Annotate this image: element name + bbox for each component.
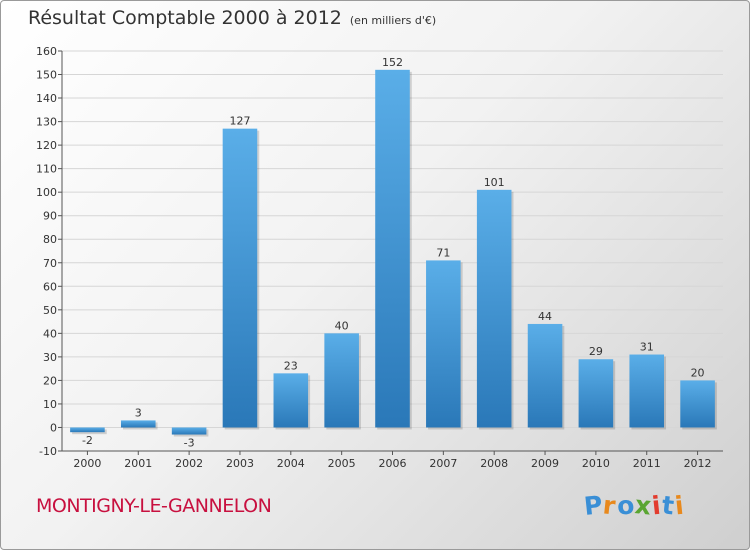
data-label: 31 [640,341,654,354]
x-tick-label: 2010 [582,457,610,470]
y-tick-label: 130 [36,116,57,129]
y-tick-label: 30 [43,351,57,364]
data-label: 23 [284,359,298,372]
bars [70,69,717,437]
data-label: 127 [229,115,250,128]
data-label: -3 [184,437,195,450]
y-tick-label: 80 [43,233,57,246]
chart-subtitle: (en milliers d'€) [349,14,437,27]
commune-name: MONTIGNY-LE-GANNELON [36,495,272,517]
bar [222,128,258,428]
data-label: 29 [589,345,603,358]
logo-letter: i [673,490,686,521]
x-tick-label: 2011 [633,457,661,470]
bar [578,359,614,428]
title-text: Résultat Comptable 2000 à 2012 [28,7,342,29]
data-label: 152 [382,56,403,69]
data-label: 40 [335,319,349,332]
x-tick-label: 2001 [124,457,152,470]
x-tick-label: 2008 [480,457,508,470]
data-label: -2 [82,434,93,447]
bar [273,373,309,428]
y-tick-label: 120 [36,139,57,152]
x-tick-label: 2000 [73,457,101,470]
y-tick-label: 160 [36,45,57,58]
bar [324,333,359,428]
y-tick-label: 90 [43,210,57,223]
bar [120,420,156,428]
y-tick-label: 110 [36,163,57,176]
y-tick-label: 140 [36,92,57,105]
y-tick-label: 10 [43,398,57,411]
proxiti-logo: Proxiti [583,490,686,521]
x-tick-labels: 2000 2001 2002 2003 2004 2005 2006 2007 2008 2009… [73,457,711,470]
data-label: 20 [691,366,705,379]
chart-title: Résultat Comptable 2000 à 2012 (en millie… [28,7,436,29]
data-labels: -2 3 -3 127 23 40 152 71 101 44 29 31 20 [82,56,705,450]
bar [375,69,410,428]
bar [680,380,715,428]
data-label: 101 [484,176,505,189]
data-label: 3 [135,406,142,419]
data-label: 71 [436,246,450,259]
y-tick-label: -10 [39,445,57,458]
bar [527,323,563,428]
bar [426,260,461,428]
x-tick-label: 2012 [684,457,712,470]
y-tick-label: 60 [43,280,57,293]
data-label: 44 [538,310,552,323]
x-tick-label: 2009 [531,457,559,470]
x-tick-label: 2005 [328,457,356,470]
x-tick-label: 2007 [429,457,457,470]
y-tick-label: 150 [36,69,57,82]
bar [629,354,665,428]
bar [476,189,512,428]
y-tick-label: 50 [43,304,57,317]
y-tick-label: 20 [43,374,57,387]
y-tick-label: 70 [43,257,57,270]
y-tick-labels: -10 0 10 20 30 40 50 60 70 80 90 100 110 120 130 140 150… [36,45,57,458]
y-tick-label: 100 [36,186,57,199]
bar [70,427,105,433]
x-tick-label: 2004 [277,457,305,470]
axes [61,51,723,455]
y-tick-label: 0 [50,421,57,434]
y-tick-label: 40 [43,327,57,340]
bar [171,427,207,435]
x-tick-label: 2003 [226,457,254,470]
x-tick-label: 2006 [379,457,407,470]
x-tick-label: 2002 [175,457,203,470]
